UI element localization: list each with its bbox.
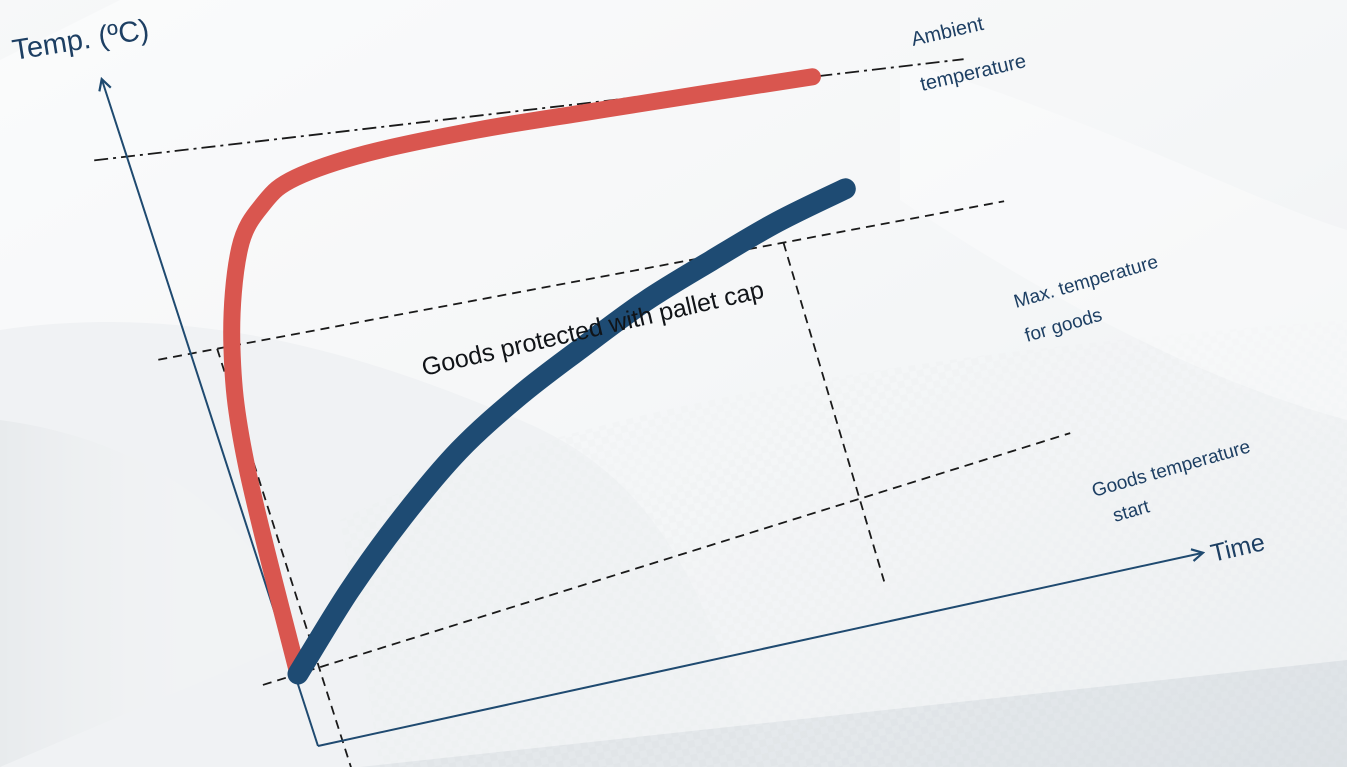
fabric-highlight (900, 60, 1347, 420)
guide-ambient-temperature (94, 58, 964, 162)
fabric-shadow (0, 420, 300, 767)
goods-start-label-line1: Goods temperature (1090, 436, 1253, 501)
max-temp-label-line2: for goods (1023, 305, 1105, 347)
x-axis-label: Time (1208, 528, 1268, 568)
fabric-weave (340, 320, 1347, 767)
ambient-label-line2: temperature (918, 50, 1028, 96)
guide-ambient-exceeds-max (216, 348, 352, 767)
guide-max-temperature-for-goods (158, 200, 1005, 361)
goods-curve-label: Goods protected with pallet cap (419, 276, 767, 382)
x-axis-line (317, 553, 1202, 747)
series-line-goods-protected-with-pallet-cap (287, 178, 856, 685)
guide-goods-exceed-max (782, 242, 886, 582)
series-line-ambient-temperature (223, 68, 821, 683)
ambient-label-line1: Ambient (909, 13, 986, 51)
max-temp-label-line1: Max. temperature (1012, 252, 1161, 313)
y-axis-label: Temp. (ºC) (10, 14, 151, 67)
guide-goods-temperature-start (262, 432, 1071, 686)
axes (102, 80, 1202, 747)
series-group (223, 68, 856, 685)
goods-start-label-line2: start (1111, 496, 1153, 527)
